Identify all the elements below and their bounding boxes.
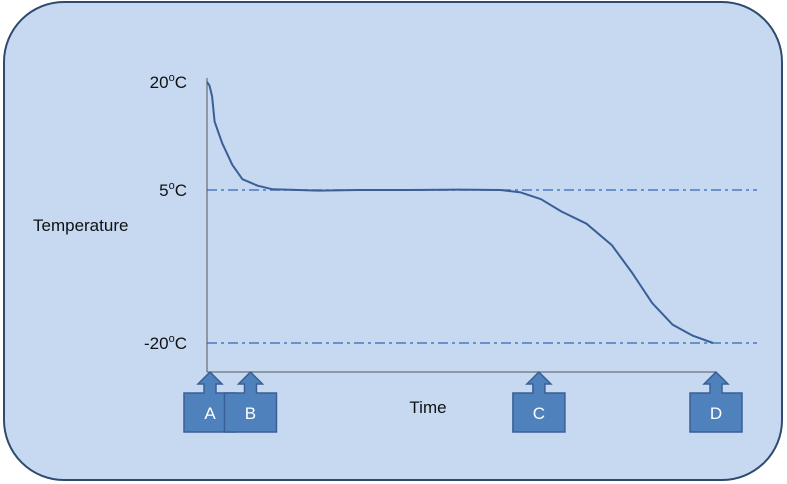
marker-label: A xyxy=(204,404,216,423)
x-axis-title: Time xyxy=(409,398,446,417)
y-tick-label: 5oC xyxy=(159,180,187,200)
marker-arrow-shape xyxy=(512,370,566,433)
marker-a: A xyxy=(183,370,237,433)
marker-c: C xyxy=(512,370,566,433)
y-tick-label: 20oC xyxy=(150,72,187,92)
diagram-panel xyxy=(3,1,783,481)
temperature-curve xyxy=(206,81,714,344)
y-tick-label: -20oC xyxy=(144,333,187,353)
marker-arrow-shape xyxy=(183,370,237,433)
marker-label: B xyxy=(245,404,256,423)
marker-d: D xyxy=(689,370,743,433)
y-axis-title: Temperature xyxy=(33,216,128,235)
marker-label: C xyxy=(533,404,545,423)
time-markers: A B C D xyxy=(183,370,743,433)
marker-arrow-shape xyxy=(223,370,278,433)
y-tick-labels: 20oC 5oC -20oC xyxy=(144,72,187,353)
marker-arrow-shape xyxy=(689,370,743,433)
marker-b: B xyxy=(223,370,278,433)
marker-label: D xyxy=(710,404,722,423)
